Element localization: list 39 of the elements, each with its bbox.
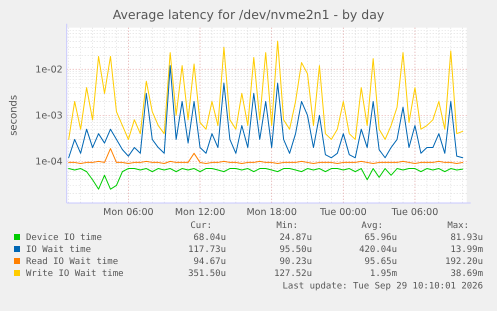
line-series	[68, 65, 464, 158]
line-series	[68, 168, 464, 190]
text: Min:	[276, 221, 298, 231]
y-tick-label: 1e-03	[35, 110, 63, 122]
y-axis-title: seconds	[8, 94, 20, 136]
text: 38.69m	[450, 269, 483, 279]
text: 68.04u	[193, 233, 226, 243]
y-tick-label: 1e-04	[35, 156, 63, 168]
chart-title: Average latency for /dev/nvme2n1 - by day	[112, 7, 385, 22]
text: 95.65u	[364, 257, 397, 267]
x-tick-label: Tue 00:00	[319, 207, 367, 218]
text: 192.20u	[445, 257, 483, 267]
text: 117.73u	[188, 245, 226, 255]
legend-label: Write IO Wait time	[26, 269, 124, 279]
x-tick-label: Mon 06:00	[103, 207, 154, 218]
x-tick-label: Mon 18:00	[246, 207, 297, 218]
text: Max:	[447, 221, 469, 231]
x-tick-label: Tue 06:00	[390, 207, 438, 218]
text: 95.50u	[279, 245, 312, 255]
legend-label: IO Wait time	[26, 245, 92, 255]
text: 90.23u	[279, 257, 312, 267]
text: 94.67u	[193, 257, 226, 267]
text: Cur:	[190, 221, 212, 231]
legend-label: Read IO Wait time	[26, 257, 118, 267]
legend-label: Device IO time	[26, 233, 102, 243]
line-series	[68, 40, 464, 140]
text: 13.99m	[450, 245, 483, 255]
text: 24.87u	[279, 233, 312, 243]
text: 65.96u	[364, 233, 397, 243]
text: 420.04u	[359, 245, 397, 255]
text: 81.93u	[450, 233, 483, 243]
text: 1.95m	[370, 269, 397, 279]
line-series	[68, 148, 464, 164]
text: 351.50u	[188, 269, 226, 279]
text: Last update: Tue Sep 29 10:10:01 2026	[282, 282, 483, 292]
text: 127.52u	[274, 269, 312, 279]
x-tick-label: Mon 12:00	[174, 207, 226, 218]
y-tick-label: 1e-02	[35, 64, 63, 76]
text: Avg:	[361, 221, 383, 231]
